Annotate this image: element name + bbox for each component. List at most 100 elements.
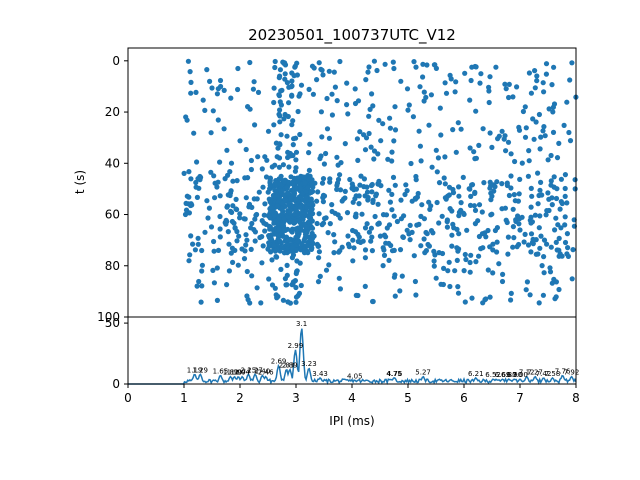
scatter-point [301,237,307,243]
scatter-point [389,149,395,155]
scatter-point [499,128,505,134]
scatter-point [289,83,295,89]
scatter-point [230,259,236,265]
scatter-point [344,80,350,86]
scatter-point [353,292,359,298]
scatter-point [271,212,277,218]
scatter-point [434,199,440,206]
scatter-point [265,189,271,195]
scatter-point [434,169,440,175]
peak-labels: 1.191.29 1.651.831.901.972.042.152.272.40… [187,320,579,380]
scatter-point [398,216,404,222]
scatter-point [294,238,300,244]
scatter-point [230,178,236,184]
scatter-point [447,283,453,290]
scatter-point [556,247,562,253]
scatter-point [431,263,437,269]
scatter-point [381,247,387,253]
scatter-point [285,237,292,243]
scatter-point [335,212,341,218]
scatter-point [286,209,292,216]
scatter-point [445,268,451,274]
scatter-point [537,245,543,251]
scatter-point [362,147,369,153]
scatter-point [421,89,427,95]
scatter-point [332,84,338,90]
scatter-point [324,126,331,132]
scatter-point [511,158,518,165]
scatter-point [253,212,259,218]
scatter-point [533,119,539,125]
scatter-point [293,149,300,155]
scatter-point [299,241,305,247]
scatter-point [519,214,525,220]
scatter-point [297,260,303,266]
scatter-point [187,252,193,258]
scatter-point [366,64,372,70]
scatter-point [188,79,194,85]
scatter-point [289,226,296,232]
scatter-point [418,158,424,164]
scatter-point [564,200,570,206]
scatter-point [369,189,375,195]
scatter-point [488,190,494,196]
scatter-point [437,105,443,111]
y-tick-label: 40 [105,156,120,170]
x-tick-label: 7 [516,391,524,405]
peak-label: 2.46 [258,369,274,377]
scatter-point [277,141,283,147]
scatter-point [380,121,386,127]
scatter-point [553,195,560,202]
scatter-point [501,136,507,142]
scatter-point [508,151,514,157]
scatter-point [407,237,413,243]
scatter-point [553,279,560,285]
scatter-point [541,237,548,243]
x-tick-label: 1 [180,391,188,405]
scatter-point [344,102,350,108]
scatter-point [297,204,303,210]
scatter-point [496,261,502,267]
scatter-point [284,262,290,268]
scatter-point [214,265,220,271]
scatter-point [292,63,298,69]
scatter-point [293,185,299,191]
scatter-point [387,199,393,205]
scatter-point [228,188,234,194]
scatter-point [417,143,423,149]
scatter-point [455,290,462,296]
scatter-point [546,196,552,202]
scatter-point [480,126,486,132]
scatter-point [377,233,383,239]
scatter-point [508,173,514,179]
scatter-point [194,159,200,165]
scatter-point [451,225,457,231]
scatter-point [528,249,534,255]
scatter-point [227,169,233,175]
scatter-point [297,220,303,226]
scatter-point [494,239,500,245]
scatter-point [186,194,192,200]
scatter-point [208,169,214,175]
scatter-point [455,120,461,126]
scatter-point [196,278,202,285]
scatter-point [483,296,489,302]
scatter-point [355,98,362,104]
scatter-point [234,238,240,244]
scatter-point [290,118,296,124]
scatter-point [441,175,447,181]
scatter-point [521,239,527,245]
scatter-point [394,218,400,225]
scatter-point [321,161,327,167]
scatter-point [354,136,360,142]
scatter-point [440,281,446,288]
scatter-point [479,209,485,215]
scatter-point [463,256,469,263]
scatter-point [281,116,287,122]
scatter-point [416,128,422,134]
scatter-point [392,104,398,110]
scatter-point [181,170,187,176]
scatter-point [319,180,326,186]
x-tick-label: 0 [124,391,132,405]
scatter-point [295,179,301,185]
